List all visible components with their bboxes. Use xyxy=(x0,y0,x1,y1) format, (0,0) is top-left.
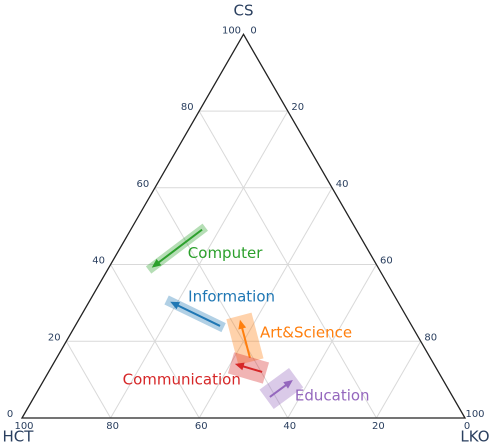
grid-line xyxy=(65,341,112,419)
series-label: Education xyxy=(295,387,370,405)
axis-title: HCT xyxy=(3,428,35,446)
trend-arrow xyxy=(240,364,263,373)
trend-arrow xyxy=(269,382,289,398)
tick-label: 40 xyxy=(92,256,105,267)
tick-label: 0 xyxy=(464,421,470,432)
grid-line xyxy=(198,187,333,419)
tick-label: 20 xyxy=(48,332,61,343)
grid-line xyxy=(375,341,422,419)
axis-title: CS xyxy=(234,2,254,20)
grid-line xyxy=(287,264,377,419)
arrow-head xyxy=(151,258,162,268)
arrow-head xyxy=(234,362,245,371)
arrow-head xyxy=(238,319,247,330)
tick-label: 80 xyxy=(181,102,194,113)
arrow-head xyxy=(283,380,293,389)
triangle-frame xyxy=(20,33,467,419)
tick-label: 20 xyxy=(291,102,304,113)
tick-label: 100 xyxy=(465,409,484,420)
tick-label: 80 xyxy=(106,421,119,432)
grid-line xyxy=(110,110,289,419)
tick-label: 100 xyxy=(222,25,241,36)
tick-label: 20 xyxy=(372,421,385,432)
tick-label: 80 xyxy=(424,332,437,343)
series-label: Art&Science xyxy=(260,323,352,341)
axis-title: LKO xyxy=(460,428,489,446)
tick-label: 60 xyxy=(137,179,150,190)
series-label: Computer xyxy=(188,244,263,262)
tick-label: 60 xyxy=(195,421,208,432)
tick-label: 40 xyxy=(283,421,296,432)
series-label: Information xyxy=(188,287,275,305)
arrow-head xyxy=(170,301,181,310)
tick-label: 0 xyxy=(250,25,256,36)
tick-label: 0 xyxy=(7,409,13,420)
trend-arrow xyxy=(155,228,203,265)
tick-label: 60 xyxy=(380,256,393,267)
grid-line xyxy=(154,187,289,419)
tick-label: 40 xyxy=(336,179,349,190)
tick-label: 100 xyxy=(14,421,33,432)
trend-arrow xyxy=(175,303,221,327)
trend-arrow xyxy=(240,325,251,359)
series-label: Communication xyxy=(123,370,241,388)
